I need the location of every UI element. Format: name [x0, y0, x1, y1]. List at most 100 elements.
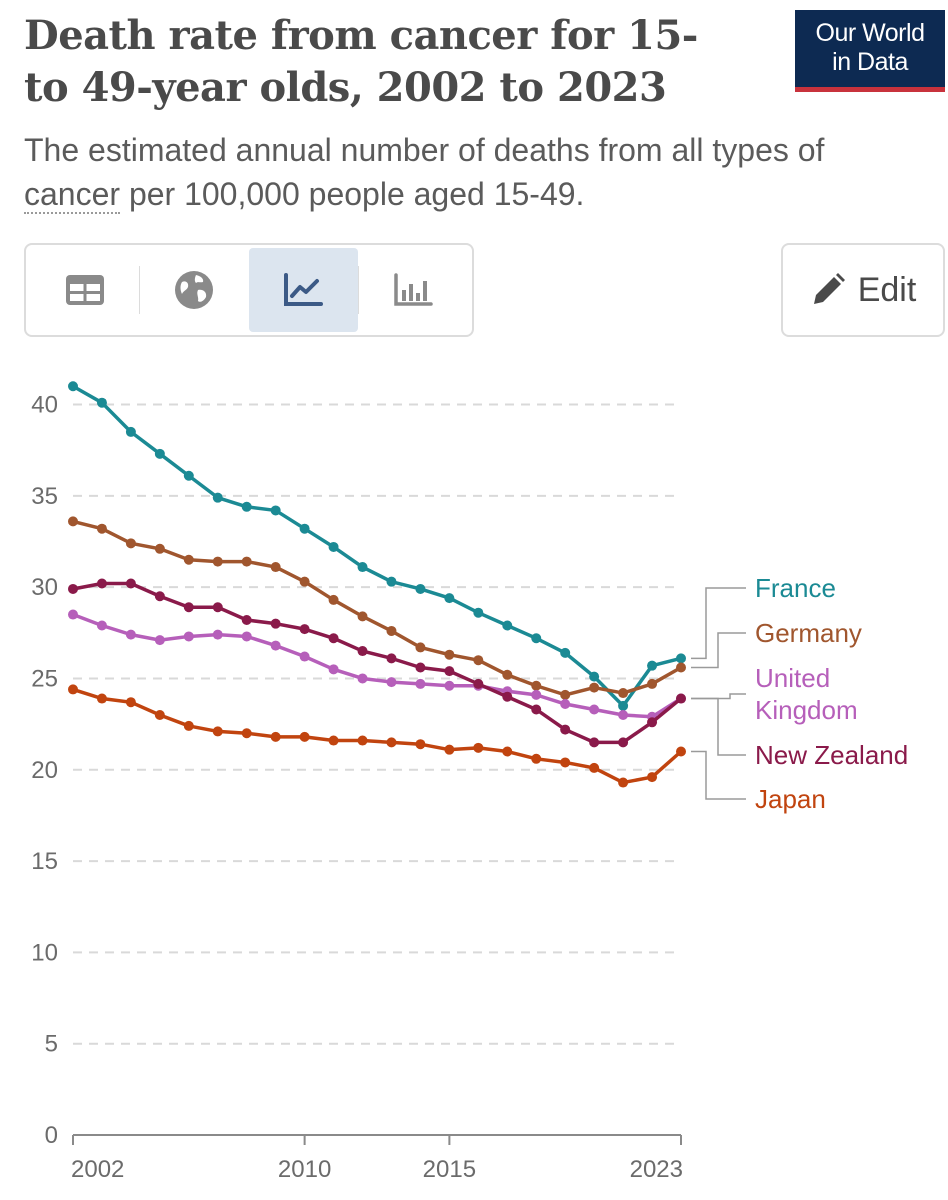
- data-point-france[interactable]: [444, 593, 455, 604]
- data-point-japan[interactable]: [154, 709, 165, 720]
- data-point-united-kingdom[interactable]: [125, 629, 136, 640]
- data-point-japan[interactable]: [125, 697, 136, 708]
- data-point-united-kingdom[interactable]: [357, 673, 368, 684]
- data-point-united-kingdom[interactable]: [68, 609, 78, 620]
- tab-map[interactable]: [140, 248, 249, 332]
- data-point-united-kingdom[interactable]: [241, 631, 252, 642]
- data-point-japan[interactable]: [386, 737, 397, 748]
- data-point-france[interactable]: [96, 397, 107, 408]
- data-point-germany[interactable]: [241, 556, 252, 567]
- data-point-france[interactable]: [589, 671, 600, 682]
- data-point-new-zealand[interactable]: [444, 666, 455, 677]
- data-point-germany[interactable]: [676, 662, 686, 673]
- data-point-france[interactable]: [618, 700, 629, 711]
- data-point-france[interactable]: [241, 501, 252, 512]
- data-point-japan[interactable]: [502, 746, 513, 757]
- data-point-germany[interactable]: [444, 649, 455, 660]
- data-point-new-zealand[interactable]: [241, 615, 252, 626]
- data-point-new-zealand[interactable]: [125, 578, 136, 589]
- data-point-france[interactable]: [68, 381, 78, 392]
- legend-label-france[interactable]: France: [755, 573, 836, 603]
- legend-label-united-kingdom[interactable]: Kingdom: [755, 695, 858, 725]
- data-point-new-zealand[interactable]: [212, 602, 223, 613]
- data-point-united-kingdom[interactable]: [299, 651, 310, 662]
- data-point-new-zealand[interactable]: [357, 646, 368, 657]
- data-point-united-kingdom[interactable]: [96, 620, 107, 631]
- data-point-japan[interactable]: [676, 746, 686, 757]
- edit-button[interactable]: Edit: [781, 243, 945, 337]
- legend-label-united-kingdom[interactable]: United: [755, 663, 830, 693]
- data-point-france[interactable]: [502, 620, 513, 631]
- tab-table[interactable]: [30, 248, 139, 332]
- data-point-japan[interactable]: [96, 693, 107, 704]
- data-point-new-zealand[interactable]: [183, 602, 194, 613]
- data-point-new-zealand[interactable]: [270, 618, 281, 629]
- data-point-germany[interactable]: [270, 562, 281, 573]
- data-point-france[interactable]: [473, 607, 484, 618]
- data-point-france[interactable]: [531, 633, 542, 644]
- data-point-germany[interactable]: [68, 516, 78, 527]
- data-point-united-kingdom[interactable]: [270, 640, 281, 651]
- series-line-japan[interactable]: [71, 687, 683, 785]
- data-point-france[interactable]: [183, 470, 194, 481]
- data-point-japan[interactable]: [328, 735, 339, 746]
- data-point-united-kingdom[interactable]: [154, 635, 165, 646]
- data-point-united-kingdom[interactable]: [415, 678, 426, 689]
- data-point-new-zealand[interactable]: [473, 678, 484, 689]
- data-point-japan[interactable]: [444, 744, 455, 755]
- data-point-united-kingdom[interactable]: [328, 664, 339, 675]
- data-point-france[interactable]: [386, 576, 397, 587]
- data-point-france[interactable]: [560, 647, 571, 658]
- data-point-united-kingdom[interactable]: [560, 699, 571, 710]
- data-point-germany[interactable]: [589, 682, 600, 693]
- data-point-japan[interactable]: [183, 720, 194, 731]
- series-line-france[interactable]: [71, 384, 683, 708]
- data-point-germany[interactable]: [212, 556, 223, 567]
- data-point-germany[interactable]: [415, 642, 426, 653]
- data-point-japan[interactable]: [241, 728, 252, 739]
- data-point-japan[interactable]: [531, 753, 542, 764]
- data-point-new-zealand[interactable]: [96, 578, 107, 589]
- tab-bar-chart[interactable]: [359, 248, 468, 332]
- data-point-germany[interactable]: [502, 669, 513, 680]
- data-point-new-zealand[interactable]: [299, 624, 310, 635]
- data-point-united-kingdom[interactable]: [531, 689, 542, 700]
- data-point-france[interactable]: [328, 541, 339, 552]
- data-point-germany[interactable]: [560, 689, 571, 700]
- data-point-new-zealand[interactable]: [502, 691, 513, 702]
- data-point-japan[interactable]: [68, 684, 78, 695]
- data-point-france[interactable]: [125, 426, 136, 437]
- data-point-japan[interactable]: [560, 757, 571, 768]
- data-point-united-kingdom[interactable]: [212, 629, 223, 640]
- data-point-germany[interactable]: [531, 680, 542, 691]
- data-point-new-zealand[interactable]: [328, 633, 339, 644]
- data-point-japan[interactable]: [473, 742, 484, 753]
- series-line-united-kingdom[interactable]: [71, 612, 683, 719]
- legend-label-japan[interactable]: Japan: [755, 784, 826, 814]
- data-point-france[interactable]: [154, 448, 165, 459]
- data-point-japan[interactable]: [299, 731, 310, 742]
- data-point-new-zealand[interactable]: [676, 693, 686, 704]
- subtitle-link-cancer[interactable]: cancer: [24, 176, 121, 214]
- owid-logo[interactable]: Our World in Data: [795, 10, 945, 92]
- data-point-france[interactable]: [299, 523, 310, 534]
- legend-label-germany[interactable]: Germany: [755, 618, 862, 648]
- data-point-new-zealand[interactable]: [386, 653, 397, 664]
- data-point-france[interactable]: [676, 653, 686, 664]
- data-point-new-zealand[interactable]: [647, 717, 658, 728]
- data-point-germany[interactable]: [96, 523, 107, 534]
- data-point-new-zealand[interactable]: [531, 704, 542, 715]
- data-point-new-zealand[interactable]: [560, 724, 571, 735]
- series-line-new-zealand[interactable]: [71, 581, 683, 745]
- data-point-germany[interactable]: [125, 538, 136, 549]
- data-point-france[interactable]: [647, 660, 658, 671]
- data-point-germany[interactable]: [473, 655, 484, 666]
- data-point-new-zealand[interactable]: [589, 737, 600, 748]
- data-point-united-kingdom[interactable]: [444, 680, 455, 691]
- data-point-france[interactable]: [357, 562, 368, 573]
- data-point-united-kingdom[interactable]: [386, 677, 397, 688]
- data-point-united-kingdom[interactable]: [183, 631, 194, 642]
- data-point-germany[interactable]: [357, 611, 368, 622]
- data-point-germany[interactable]: [647, 678, 658, 689]
- data-point-france[interactable]: [415, 583, 426, 594]
